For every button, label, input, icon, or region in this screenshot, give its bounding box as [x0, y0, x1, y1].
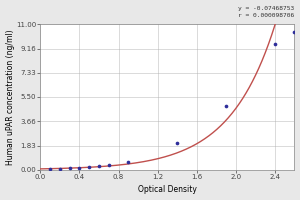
Point	[126, 160, 131, 163]
Point	[48, 167, 52, 171]
Point	[67, 167, 72, 170]
Point	[87, 165, 92, 169]
Point	[175, 142, 180, 145]
Y-axis label: Human uPAR concentration (ng/ml): Human uPAR concentration (ng/ml)	[6, 29, 15, 165]
Point	[224, 105, 228, 108]
Point	[272, 42, 277, 46]
Point	[77, 166, 82, 169]
Point	[292, 31, 297, 34]
X-axis label: Optical Density: Optical Density	[138, 185, 197, 194]
Text: y = -0.07468753
r = 0.000098706: y = -0.07468753 r = 0.000098706	[238, 6, 294, 18]
Point	[106, 163, 111, 166]
Point	[97, 164, 101, 168]
Point	[58, 167, 62, 170]
